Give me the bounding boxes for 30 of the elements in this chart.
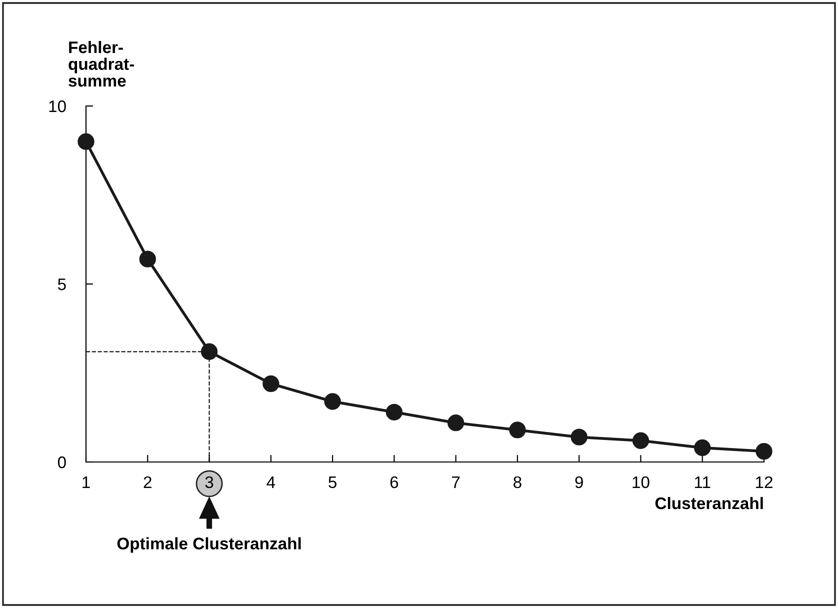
point (386, 404, 403, 420)
x-tick-label: 8 (514, 476, 522, 488)
x-tick-label: 5 (328, 476, 336, 488)
x-tick-label: 1 (82, 476, 90, 488)
x-tick-label: 10 (632, 476, 650, 488)
point (570, 428, 588, 446)
x-tick-label: 11 (694, 476, 710, 488)
x-axis-title: Clusteranzahl (655, 496, 763, 510)
point (139, 250, 156, 268)
x-tick-label: 12 (756, 476, 772, 488)
point (324, 393, 341, 410)
point (632, 432, 650, 449)
text: Optimale Clusteranzahl (117, 537, 301, 553)
point (509, 422, 526, 438)
point (447, 414, 464, 432)
point (78, 133, 94, 150)
x-tick-label: 6 (390, 476, 398, 488)
y-tick-label: 10 (49, 100, 66, 112)
x-tick-label: 9 (575, 476, 583, 488)
point (200, 343, 218, 360)
y-tick-label: 5 (58, 278, 66, 290)
point (694, 439, 711, 456)
x-tick-label: 2 (144, 476, 152, 488)
point (262, 375, 280, 392)
x-tick-label: 3 (205, 476, 214, 488)
point (756, 442, 772, 460)
y-tick-label: 0 (58, 456, 66, 468)
y-axis-title: Fehler- quadrat- summe (68, 40, 134, 87)
x-tick-label: 4 (266, 476, 276, 488)
x-tick-label: 7 (452, 476, 460, 488)
